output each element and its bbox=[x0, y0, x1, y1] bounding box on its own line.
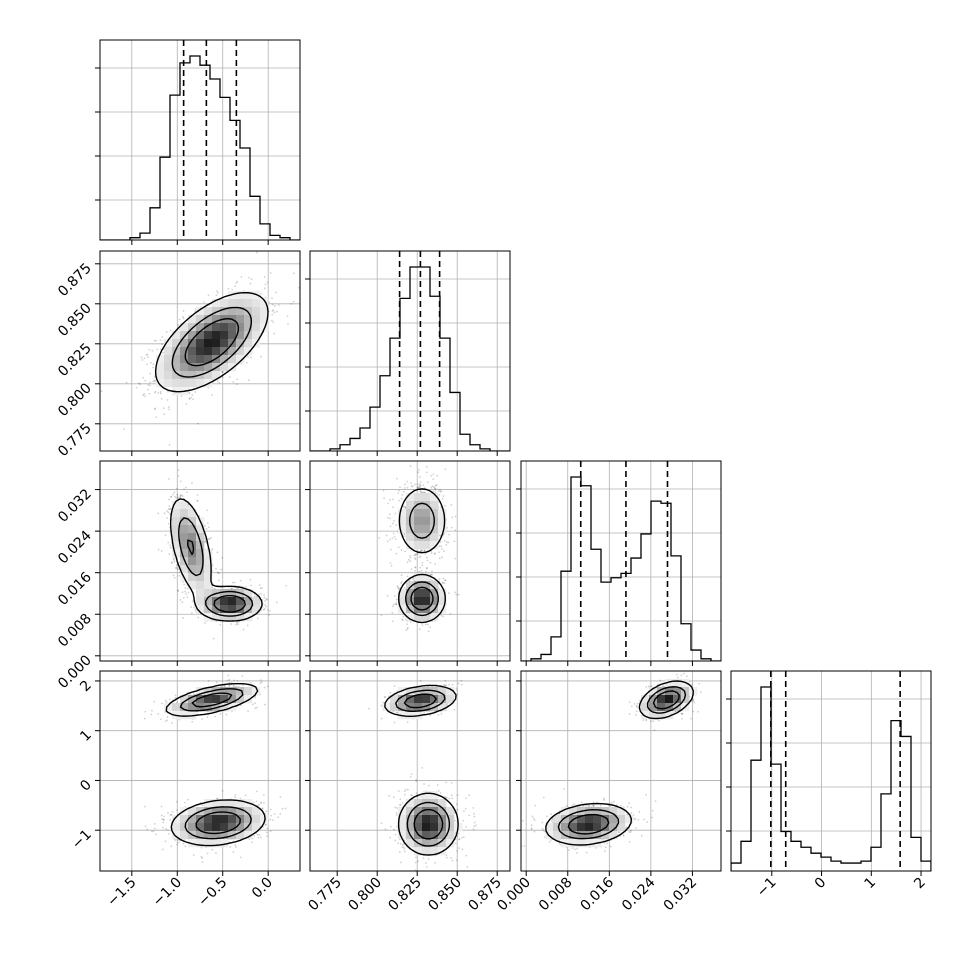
y-tick-label: −1 bbox=[69, 827, 95, 853]
x-tick-label: 0.800 bbox=[345, 875, 385, 915]
x-tick-label: 0.000 bbox=[494, 875, 534, 915]
x-tick-label: 0.024 bbox=[619, 874, 659, 914]
histogram-step bbox=[100, 56, 300, 240]
x-tick-label: 2 bbox=[911, 875, 929, 893]
y-tick-label: 0.024 bbox=[55, 528, 95, 568]
y-tick-label: 2 bbox=[77, 677, 95, 695]
histogram-step bbox=[310, 267, 510, 451]
x-tick-label: 0.850 bbox=[425, 875, 465, 915]
grid bbox=[337, 251, 497, 451]
y-tick-label: 0.825 bbox=[55, 340, 95, 380]
panel-0-0 bbox=[95, 40, 300, 245]
x-tick-label: 0.008 bbox=[536, 875, 576, 915]
y-tick-label: 0.016 bbox=[55, 569, 95, 609]
x-tick-label: 0.0 bbox=[249, 875, 276, 902]
density-shading bbox=[164, 687, 268, 847]
x-tick-label: 0.032 bbox=[661, 875, 701, 915]
x-tick-label: −1.0 bbox=[150, 875, 185, 910]
grid bbox=[132, 40, 268, 240]
y-tick-label: 0.850 bbox=[55, 300, 95, 340]
x-tick-label: −1 bbox=[754, 875, 780, 901]
x-tick-label: −0.5 bbox=[195, 875, 230, 910]
panel-2-1 bbox=[305, 461, 510, 666]
panel-1-1 bbox=[305, 251, 510, 456]
histogram-step bbox=[521, 477, 721, 661]
density-shading bbox=[398, 493, 446, 621]
x-tick-label: 0 bbox=[812, 875, 830, 893]
histogram-step bbox=[731, 687, 931, 871]
density-shading bbox=[156, 291, 268, 395]
y-tick-label: 0.875 bbox=[55, 260, 95, 300]
x-tick-label: −1.5 bbox=[104, 875, 139, 910]
x-tick-label: 0.016 bbox=[577, 874, 617, 914]
y-tick-label: 0.008 bbox=[55, 611, 95, 651]
y-tick-label: 0 bbox=[77, 777, 95, 795]
x-tick-label: 0.775 bbox=[305, 875, 345, 915]
panel-3-0: −1.5 −1.0 −0.5 0.0 −1 0 1 2 bbox=[69, 671, 300, 910]
y-tick-label: 0.032 bbox=[55, 486, 95, 526]
x-tick-label: 1 bbox=[862, 875, 880, 893]
panel-frame bbox=[100, 40, 300, 240]
y-tick-label: 0.775 bbox=[55, 420, 95, 460]
panel-2-2 bbox=[516, 461, 721, 666]
y-tick-label: 0.800 bbox=[55, 380, 95, 420]
x-tick-label: 0.825 bbox=[385, 875, 425, 915]
panel-3-3: −1 0 1 2 bbox=[726, 671, 931, 900]
y-tick-label: 1 bbox=[77, 727, 95, 745]
